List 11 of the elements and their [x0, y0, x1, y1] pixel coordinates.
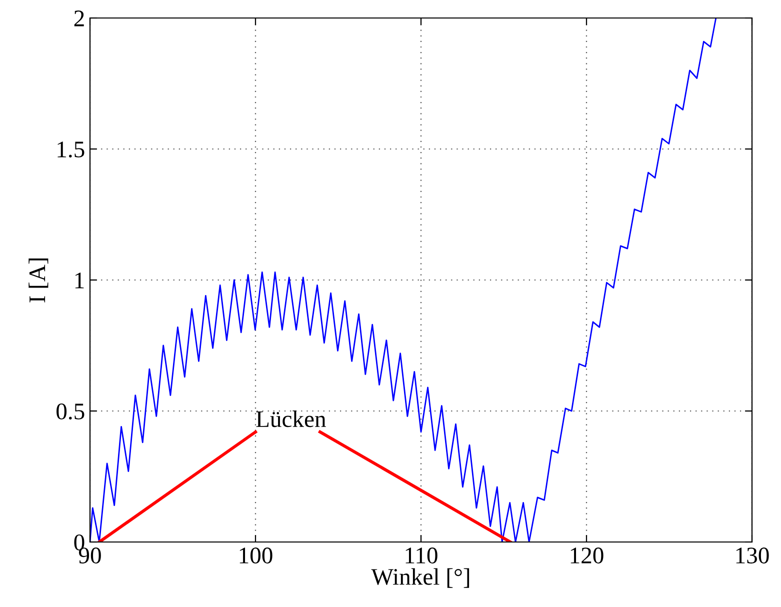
y-axis-title: I [A]: [28, 258, 48, 302]
y-tick-label: 1: [75, 272, 84, 288]
x-axis-title: Winkel [°]: [371, 568, 470, 588]
y-tick-label: 2: [74, 10, 84, 26]
y-tick-label: 1.5: [58, 142, 84, 158]
x-tick-label: 120: [570, 548, 604, 564]
y-tick-label: 0.5: [56, 403, 84, 420]
x-tick-label: 130: [736, 548, 769, 564]
x-tick-label: 100: [240, 548, 272, 564]
x-tick-label: 110: [406, 548, 438, 564]
annotation: Lücken: [256, 410, 326, 428]
